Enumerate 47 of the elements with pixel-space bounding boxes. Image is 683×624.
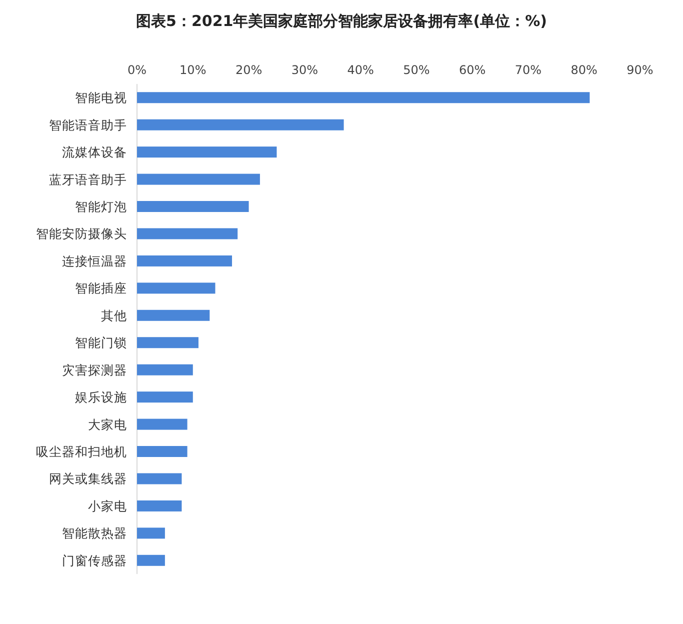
bar [137, 119, 344, 130]
y-tick-label: 智能门锁 [75, 335, 127, 350]
x-tick-label: 30% [291, 63, 318, 77]
x-tick-label: 40% [347, 63, 374, 77]
bar [137, 500, 182, 512]
x-tick-label: 0% [127, 63, 147, 77]
bar [137, 473, 182, 484]
bar [137, 528, 165, 539]
chart-title: 图表5：2021年美国家庭部分智能家居设备拥有率(单位：%) [136, 12, 547, 30]
x-tick-label: 80% [570, 63, 598, 77]
bar [137, 146, 277, 158]
bar [137, 418, 188, 430]
x-tick-label: 20% [235, 63, 262, 77]
y-tick-label: 其他 [101, 308, 127, 323]
bar [137, 282, 216, 294]
y-tick-label: 小家电 [88, 498, 127, 514]
y-tick-label: 娱乐设施 [75, 390, 127, 405]
y-tick-label: 流媒体设备 [62, 144, 127, 160]
x-tick-label: 90% [626, 63, 654, 77]
bar [137, 446, 188, 457]
y-tick-label: 智能电视 [75, 90, 127, 106]
bar [137, 201, 249, 212]
y-tick-label: 连接恒温器 [62, 253, 127, 268]
bar [137, 364, 193, 376]
x-tick-label: 50% [403, 63, 430, 77]
y-tick-label: 门窗传感器 [62, 552, 127, 568]
x-tick-label: 10% [180, 63, 206, 77]
bar [137, 228, 238, 240]
y-tick-label: 吸尘器和扫地机 [36, 444, 127, 459]
bar [137, 310, 210, 321]
bar [137, 392, 193, 403]
y-tick-label: 智能插座 [75, 280, 127, 296]
y-tick-label: 智能安防摄像头 [36, 226, 127, 242]
y-tick-label: 大家电 [88, 416, 127, 432]
bar [137, 92, 590, 104]
y-tick-label: 智能灯泡 [75, 199, 127, 214]
bar [137, 337, 198, 348]
bar [137, 255, 232, 266]
y-tick-label: 蓝牙语音助手 [49, 172, 127, 187]
y-tick-label: 智能散热器 [62, 526, 127, 541]
bar [137, 554, 165, 566]
y-tick-label: 网关或集线器 [49, 471, 127, 486]
x-tick-label: 60% [458, 63, 486, 77]
bar [137, 174, 260, 185]
x-tick-label: 70% [514, 63, 542, 77]
y-tick-label: 智能语音助手 [49, 117, 127, 132]
y-tick-label: 灾害探测器 [62, 362, 127, 378]
